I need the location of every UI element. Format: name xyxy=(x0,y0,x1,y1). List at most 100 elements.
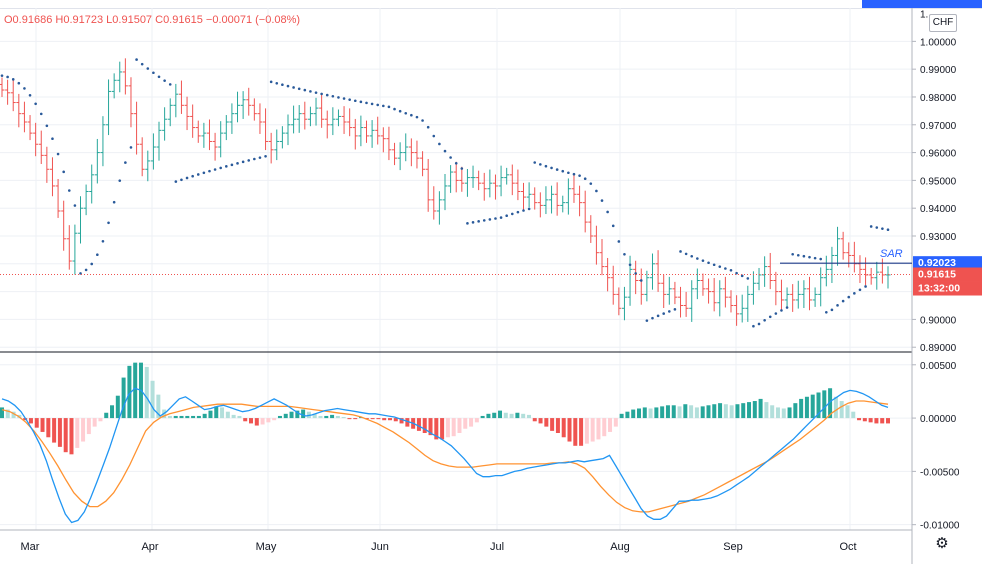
ohlc-bar xyxy=(134,101,140,155)
sar-dot xyxy=(135,58,138,61)
histogram-bar xyxy=(289,411,294,419)
sar-dot xyxy=(578,174,581,177)
price-tick-label: 0.93000 xyxy=(920,232,957,243)
histogram-bar xyxy=(335,415,340,419)
currency-button[interactable]: CHF xyxy=(929,14,957,32)
sar-dot xyxy=(522,209,525,212)
histogram-bar xyxy=(880,418,885,424)
histogram-bar xyxy=(167,415,172,419)
histogram-bar xyxy=(729,405,734,419)
sar-dot xyxy=(645,319,649,322)
sar-dot xyxy=(325,93,329,97)
histogram-bar xyxy=(752,401,757,419)
sar-dot xyxy=(825,310,828,314)
histogram-bar xyxy=(608,418,613,432)
ohlc-bar xyxy=(515,169,521,201)
ohlc-bar xyxy=(347,108,353,137)
histogram-bar xyxy=(220,407,225,419)
sar-dot xyxy=(101,239,105,243)
histogram-bar xyxy=(202,413,207,419)
histogram-bar xyxy=(799,398,804,419)
ohlc-bar xyxy=(868,267,874,285)
sar-dot xyxy=(724,267,727,270)
ohlc-bar xyxy=(44,146,50,183)
sar-dot xyxy=(836,304,839,307)
ohlc-bar xyxy=(773,271,779,306)
ohlc-bar xyxy=(78,196,84,244)
ohlc-bar xyxy=(218,121,224,158)
sar-dot xyxy=(757,322,761,326)
histogram-bar xyxy=(434,418,439,440)
histogram-bar xyxy=(46,418,51,438)
histogram-bar xyxy=(770,405,775,419)
histogram-bar xyxy=(121,377,126,419)
sar-dot xyxy=(236,162,239,165)
ohlc-bar xyxy=(565,178,571,215)
histogram-bar xyxy=(370,418,375,420)
sar-dot xyxy=(527,207,531,211)
histogram-bar xyxy=(665,405,670,419)
ohlc-bar xyxy=(778,279,784,311)
sar-dot xyxy=(735,271,738,275)
histogram-bar xyxy=(463,418,468,429)
sar-dot xyxy=(628,263,632,267)
ohlc-bar xyxy=(795,280,801,309)
histogram-bar xyxy=(700,406,705,419)
sar-dot xyxy=(382,104,385,108)
sar-dot xyxy=(454,161,458,165)
ohlc-bar xyxy=(448,165,454,193)
ohlc-bar xyxy=(649,253,655,290)
gear-icon[interactable]: ⚙ xyxy=(935,535,949,552)
ohlc-bar xyxy=(330,107,336,136)
ohlc-bar xyxy=(706,278,712,304)
ohlc-bar xyxy=(885,266,891,289)
sar-dot xyxy=(297,87,301,91)
sar-dot xyxy=(752,324,755,328)
sar-dot xyxy=(23,87,26,90)
ohlc-bar xyxy=(790,284,796,312)
histogram-bar xyxy=(405,418,410,427)
sar-dot xyxy=(258,156,262,159)
ohlc-bar xyxy=(767,252,773,290)
ohlc-bar xyxy=(145,150,151,182)
ohlc-bar xyxy=(111,73,117,99)
histogram-bar xyxy=(602,418,607,437)
histogram-bar xyxy=(457,418,462,434)
sar-dot xyxy=(28,93,32,97)
sar-dot xyxy=(639,279,643,282)
sar-dot xyxy=(617,240,621,243)
histogram-bar xyxy=(648,408,653,419)
sar-dot xyxy=(281,83,284,87)
histogram-bar xyxy=(839,401,844,419)
ohlc-bar xyxy=(582,190,588,233)
sar-dot xyxy=(370,102,374,106)
histogram-bar xyxy=(660,406,665,419)
histogram-bar xyxy=(283,413,288,419)
ohlc-bar xyxy=(756,267,762,291)
ohlc-bar xyxy=(683,291,689,317)
sar-dot xyxy=(241,160,245,164)
ohlc-bar xyxy=(274,129,280,161)
histogram-bar xyxy=(81,418,86,442)
sar-value-badge-bg xyxy=(913,256,982,271)
sar-dot xyxy=(544,164,548,168)
ohlc-bar xyxy=(621,286,627,321)
histogram-bar xyxy=(735,404,740,419)
sar-dot xyxy=(67,189,71,192)
sar-dot xyxy=(107,221,110,225)
ohlc-bar xyxy=(240,91,246,119)
histogram-bar xyxy=(266,418,271,423)
sar-dot xyxy=(247,159,251,162)
ohlc-bar xyxy=(840,231,846,260)
sar-dot xyxy=(438,142,441,146)
sar-dot xyxy=(847,295,851,299)
sar-dot xyxy=(264,154,267,158)
ohlc-bar xyxy=(285,114,291,146)
sar-dot xyxy=(808,255,811,259)
histogram-bar xyxy=(451,418,456,437)
sar-dot xyxy=(763,318,766,322)
histogram-bar xyxy=(671,405,676,419)
histogram-bar xyxy=(515,412,520,419)
histogram-bar xyxy=(555,418,560,434)
